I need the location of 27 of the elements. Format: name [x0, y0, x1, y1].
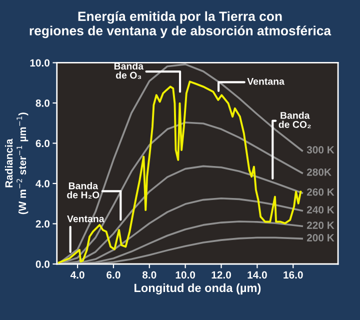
series-label: 260 K	[306, 188, 334, 196]
x-tick-label: 4.0	[70, 271, 84, 279]
x-tick-label: 10.0	[176, 271, 196, 279]
series-label: 240 K	[306, 206, 334, 214]
y-tick-label: 2.0	[36, 220, 50, 228]
series-label: 280K	[306, 168, 332, 176]
series-label: 200 K	[306, 234, 334, 242]
annotation: Ventana	[67, 215, 104, 222]
annotation: Ventana	[247, 78, 284, 85]
x-tick-label: 14.0	[248, 271, 267, 279]
series-label: 300 K	[306, 146, 334, 154]
x-tick-label: 8.0	[142, 271, 156, 279]
chart-title: Energía emitida por la Tierra con regiones de ventana y de absorción atmosférica	[30, 11, 332, 38]
x-axis-title: Longitud de onda (µm)	[134, 283, 261, 294]
y-tick-label: 10.0	[30, 59, 50, 67]
annotation: Banda de CO₂	[278, 112, 311, 128]
series-label: 220 K	[306, 222, 334, 229]
annotation: Banda de O₃	[114, 62, 144, 79]
x-tick-label: 12.0	[212, 271, 231, 279]
y-tick-label: 4.0	[36, 180, 50, 188]
x-tick-label: 6.0	[106, 271, 120, 279]
y-tick-label: 0.0	[36, 260, 50, 268]
y-tick-label: 8.0	[36, 99, 50, 107]
annotation: Banda de H₂O	[67, 182, 100, 199]
y-tick-label: 6.0	[36, 140, 50, 148]
y-axis-title: Radiancia (W m$^{−2}$ ster$^{−1}$ µm$^{−1}$)	[5, 112, 28, 214]
x-tick-label: 16.0	[284, 271, 303, 279]
